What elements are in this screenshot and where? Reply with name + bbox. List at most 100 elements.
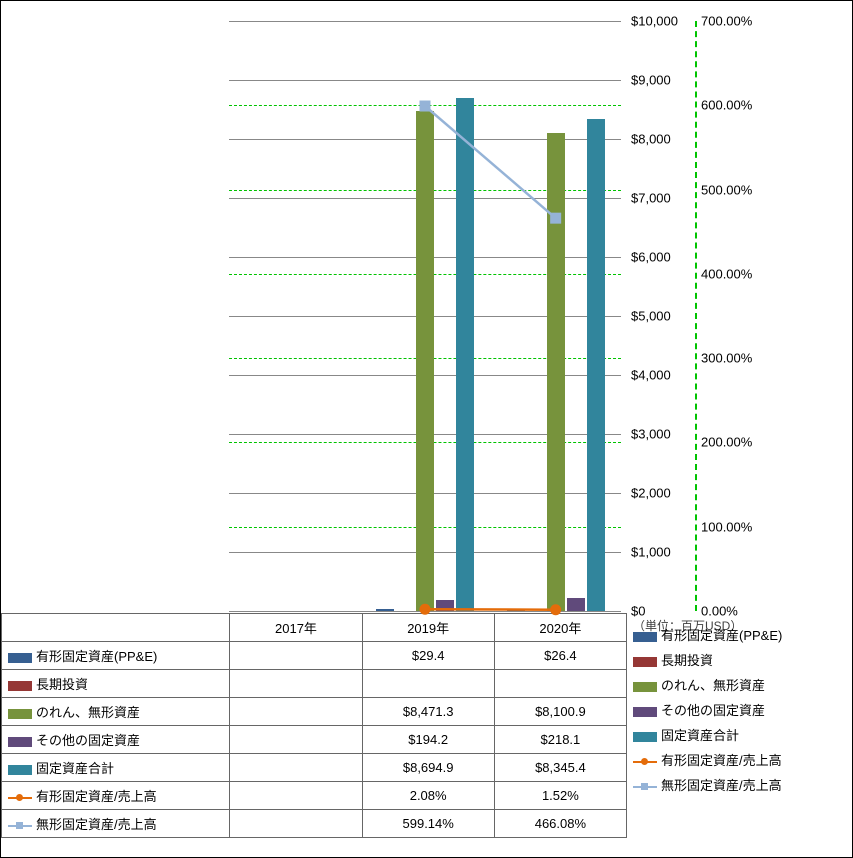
legend-label: 長期投資 bbox=[661, 653, 713, 668]
legend-item: 長期投資 bbox=[633, 650, 843, 669]
series-label: 無形固定資産/売上高 bbox=[36, 817, 157, 832]
table-cell: $29.4 bbox=[362, 642, 494, 670]
data-table: 2017年2019年2020年有形固定資産(PP&E) $29.4$26.4 長期投… bbox=[1, 613, 627, 838]
legend-line-swatch bbox=[8, 825, 32, 827]
table-cell: 1.52% bbox=[494, 782, 626, 810]
y1-tick-label: $9,000 bbox=[631, 73, 671, 88]
table-cell: $8,471.3 bbox=[362, 698, 494, 726]
table-row: その他の固定資産 $194.2$218.1 bbox=[2, 726, 627, 754]
marker-intang_ratio bbox=[551, 213, 561, 223]
row-label: 有形固定資産(PP&E) bbox=[2, 642, 230, 670]
series-label: 有形固定資産(PP&E) bbox=[36, 649, 157, 664]
legend-swatch bbox=[633, 657, 657, 667]
table-cell: $26.4 bbox=[494, 642, 626, 670]
y2-axis: 0.00%100.00%200.00%300.00%400.00%500.00%… bbox=[697, 21, 761, 611]
row-label: 長期投資 bbox=[2, 670, 230, 698]
legend-swatch bbox=[8, 681, 32, 691]
legend-label: 無形固定資産/売上高 bbox=[661, 778, 782, 793]
legend-item: 有形固定資産/売上高 bbox=[633, 750, 843, 769]
y1-tick-label: $10,000 bbox=[631, 14, 678, 29]
y2-tick-label: 700.00% bbox=[701, 14, 752, 29]
series-label: 固定資産合計 bbox=[36, 761, 114, 776]
line-intang_ratio bbox=[425, 106, 556, 218]
y1-tick-label: $6,000 bbox=[631, 250, 671, 265]
table-row: 無形固定資産/売上高 599.14%466.08% bbox=[2, 810, 627, 838]
series-label: 有形固定資産/売上高 bbox=[36, 789, 157, 804]
row-label: その他の固定資産 bbox=[2, 726, 230, 754]
table-category-header: 2017年 bbox=[230, 614, 362, 642]
legend-item: 有形固定資産(PP&E) bbox=[633, 625, 843, 644]
table-category-header: 2019年 bbox=[362, 614, 494, 642]
table-header-row: 2017年2019年2020年 bbox=[2, 614, 627, 642]
legend-marker bbox=[16, 822, 23, 829]
y2-tick-label: 300.00% bbox=[701, 351, 752, 366]
y1-tick-label: $2,000 bbox=[631, 486, 671, 501]
y1-tick-label: $8,000 bbox=[631, 132, 671, 147]
y1-tick-label: $4,000 bbox=[631, 368, 671, 383]
table-cell bbox=[230, 670, 362, 698]
marker-ppne_ratio bbox=[551, 605, 561, 615]
table-cell bbox=[362, 670, 494, 698]
y1-tick-label: $3,000 bbox=[631, 427, 671, 442]
table-row: 固定資産合計$8,694.9$8,345.4 bbox=[2, 754, 627, 782]
marker-ppne_ratio bbox=[420, 604, 430, 614]
legend-marker bbox=[16, 794, 23, 801]
table-cell: $8,100.9 bbox=[494, 698, 626, 726]
legend-marker bbox=[641, 783, 648, 790]
series-label: 長期投資 bbox=[36, 677, 88, 692]
marker-intang_ratio bbox=[420, 101, 430, 111]
y1-tick-label: $5,000 bbox=[631, 309, 671, 324]
y1-tick-label: $1,000 bbox=[631, 545, 671, 560]
y2-tick-label: 100.00% bbox=[701, 519, 752, 534]
table-row: 有形固定資産/売上高 2.08%1.52% bbox=[2, 782, 627, 810]
row-label: 無形固定資産/売上高 bbox=[2, 810, 230, 838]
plot-area bbox=[229, 21, 621, 611]
legend-swatch bbox=[8, 653, 32, 663]
table-cell bbox=[494, 670, 626, 698]
table-cell bbox=[230, 810, 362, 838]
table-category-header: 2020年 bbox=[494, 614, 626, 642]
table-row: 長期投資 bbox=[2, 670, 627, 698]
line-overlay bbox=[229, 21, 621, 611]
table-cell bbox=[230, 698, 362, 726]
legend-line-swatch bbox=[633, 761, 657, 763]
legend-label: のれん、無形資産 bbox=[661, 678, 765, 693]
table-cell: $194.2 bbox=[362, 726, 494, 754]
legend-item: のれん、無形資産 bbox=[633, 675, 843, 694]
legend-line-swatch bbox=[633, 786, 657, 788]
table-cell bbox=[230, 754, 362, 782]
row-label: のれん、無形資産 bbox=[2, 698, 230, 726]
legend-item: 固定資産合計 bbox=[633, 725, 843, 744]
table-row: 有形固定資産(PP&E) $29.4$26.4 bbox=[2, 642, 627, 670]
table-cell: $218.1 bbox=[494, 726, 626, 754]
legend-swatch bbox=[8, 709, 32, 719]
table-cell bbox=[230, 642, 362, 670]
legend-label: その他の固定資産 bbox=[661, 703, 765, 718]
legend-swatch bbox=[633, 632, 657, 642]
legend-swatch bbox=[8, 765, 32, 775]
y1-tick-label: $7,000 bbox=[631, 191, 671, 206]
table-cell: $8,694.9 bbox=[362, 754, 494, 782]
legend-swatch bbox=[633, 682, 657, 692]
table-cell bbox=[230, 782, 362, 810]
legend-label: 有形固定資産/売上高 bbox=[661, 753, 782, 768]
table-cell: 599.14% bbox=[362, 810, 494, 838]
legend-swatch bbox=[633, 707, 657, 717]
y2-tick-label: 400.00% bbox=[701, 266, 752, 281]
legend-line-swatch bbox=[8, 797, 32, 799]
row-label: 有形固定資産/売上高 bbox=[2, 782, 230, 810]
y2-tick-label: 600.00% bbox=[701, 98, 752, 113]
y1-axis: $0$1,000$2,000$3,000$4,000$5,000$6,000$7… bbox=[627, 21, 691, 611]
table-cell: 466.08% bbox=[494, 810, 626, 838]
table-corner bbox=[2, 614, 230, 642]
legend-item: その他の固定資産 bbox=[633, 700, 843, 719]
legend: 有形固定資産(PP&E) 長期投資のれん、無形資産その他の固定資産固定資産合計有形… bbox=[633, 625, 843, 800]
legend-swatch bbox=[8, 737, 32, 747]
row-label: 固定資産合計 bbox=[2, 754, 230, 782]
legend-label: 固定資産合計 bbox=[661, 728, 739, 743]
y2-tick-label: 500.00% bbox=[701, 182, 752, 197]
legend-item: 無形固定資産/売上高 bbox=[633, 775, 843, 794]
series-label: その他の固定資産 bbox=[36, 733, 140, 748]
legend-marker bbox=[641, 758, 648, 765]
table-cell: 2.08% bbox=[362, 782, 494, 810]
